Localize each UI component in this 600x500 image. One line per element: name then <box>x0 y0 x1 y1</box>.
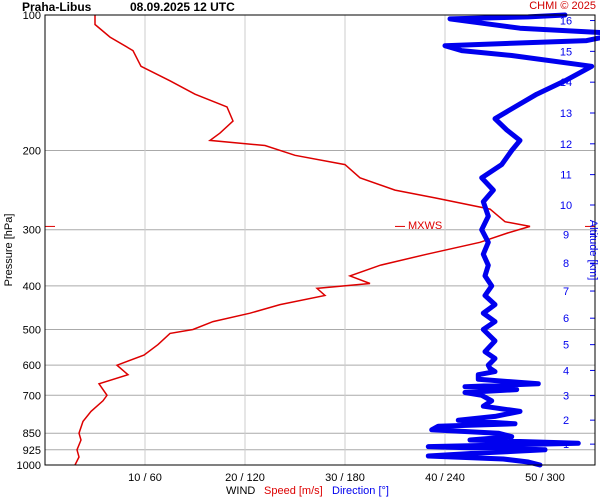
altitude-tick-label: 16 <box>560 16 572 28</box>
altitude-tick-label: 9 <box>563 229 569 241</box>
altitude-tick-label: 1 <box>563 439 569 451</box>
pressure-tick-label: 100 <box>23 10 41 22</box>
pressure-tick-label: 200 <box>23 145 41 157</box>
wind-tick-label: 30 / 180 <box>325 472 365 484</box>
pressure-tick-label: 925 <box>23 445 41 457</box>
series-speed-line <box>74 15 531 466</box>
altitude-tick-label: 11 <box>560 170 571 182</box>
credit-text: CHMI © 2025 <box>529 0 596 12</box>
wind-label: WIND <box>226 485 256 497</box>
series-layer <box>74 12 600 468</box>
altitude-tick-label: 15 <box>560 46 572 58</box>
direction-legend: Direction [°] <box>332 485 389 497</box>
y2-axis-label: Altitude [km] <box>587 220 599 281</box>
altitude-tick-label: 10 <box>560 200 572 212</box>
grid <box>45 15 595 465</box>
pressure-tick-label: 850 <box>23 428 41 440</box>
pressure-tick-label: 1000 <box>17 460 41 472</box>
altitude-tick-label: 5 <box>563 340 569 352</box>
altitude-tick-label: 3 <box>563 391 569 403</box>
wind-tick-label: 40 / 240 <box>425 472 465 484</box>
pressure-tick-label: 500 <box>23 325 41 337</box>
altitude-tick-label: 14 <box>560 77 572 89</box>
altitude-tick-label: 6 <box>563 313 569 325</box>
pressure-tick-label: 300 <box>23 225 41 237</box>
pressure-tick-label: 700 <box>23 390 41 402</box>
altitude-tick-label: 12 <box>560 139 572 151</box>
altitude-tick-label: 4 <box>563 365 569 377</box>
wind-tick-label: 20 / 120 <box>225 472 265 484</box>
pressure-tick-label: 600 <box>23 360 41 372</box>
altitude-tick-label: 2 <box>563 415 569 427</box>
sounding-datetime: 08.09.2025 12 UTC <box>130 0 235 14</box>
station-name: Praha-Libus <box>22 0 92 14</box>
altitude-tick-label: 13 <box>560 108 572 120</box>
plot-frame <box>44 14 596 466</box>
altitude-tick-label: 8 <box>563 258 569 270</box>
speed-legend: Speed [m/s] <box>264 485 323 497</box>
y-axis-label: Pressure [hPa] <box>3 214 15 287</box>
mxws-annotation: MXWS <box>408 220 442 232</box>
series-direction-line <box>425 12 600 468</box>
pressure-tick-label: 400 <box>23 281 41 293</box>
altitude-tick-label: 7 <box>563 286 569 298</box>
wind-tick-label: 10 / 60 <box>128 472 162 484</box>
wind-tick-label: 50 / 300 <box>525 472 565 484</box>
